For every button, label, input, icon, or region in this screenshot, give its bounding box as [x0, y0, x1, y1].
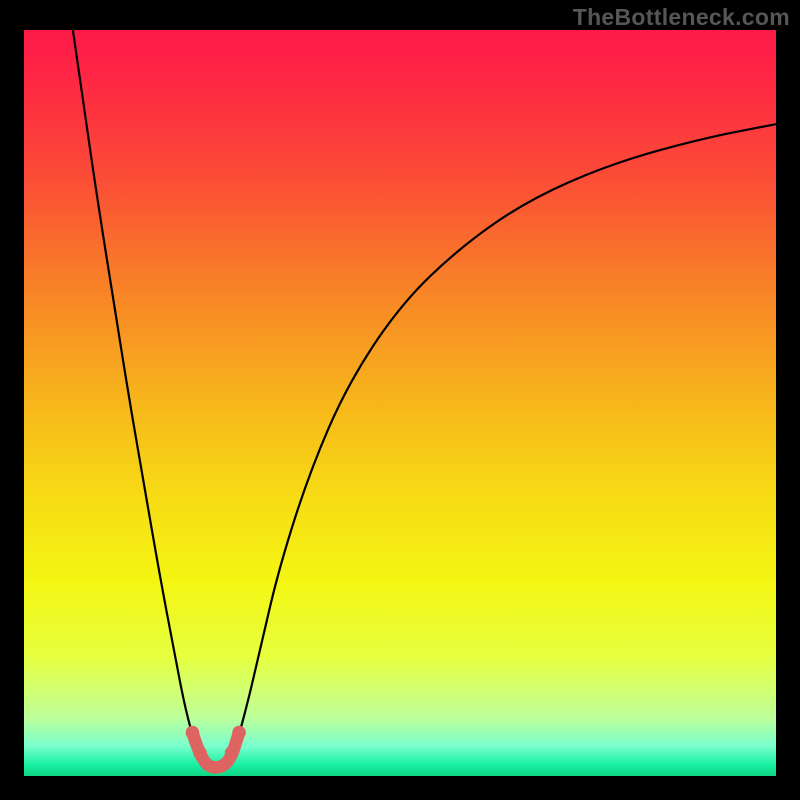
watermark-text: TheBottleneck.com: [573, 4, 790, 31]
threshold-node: [232, 726, 246, 740]
plot-area: [24, 30, 776, 776]
bottleneck-chart-svg: [0, 0, 800, 800]
threshold-node: [193, 746, 207, 760]
threshold-node: [225, 746, 239, 760]
figure-root: TheBottleneck.com: [0, 0, 800, 800]
threshold-node: [186, 726, 200, 740]
